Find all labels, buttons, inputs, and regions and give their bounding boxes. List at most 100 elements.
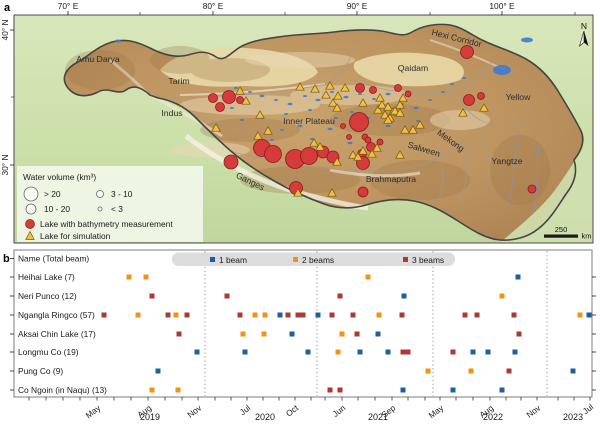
observation-square: [354, 331, 360, 337]
observation-square: [262, 312, 268, 318]
observation-square: [277, 312, 283, 318]
map-y-tick-label: 40° N: [0, 19, 10, 40]
observation-square: [470, 349, 476, 355]
simulation-lake-marker: [358, 146, 368, 155]
bathymetry-lake-marker: [300, 147, 318, 165]
beam-legend-swatch: [210, 257, 215, 262]
volume-class-label: 10 - 20: [44, 204, 70, 214]
observation-square: [401, 293, 407, 299]
lake-blob: [347, 141, 353, 145]
map-y-tick-label: 30° N: [0, 154, 10, 175]
map-x-tick-label: 80° E: [203, 1, 224, 11]
north-arrow-right-icon: [584, 31, 589, 46]
year-label: 2023: [563, 412, 583, 422]
beam-legend-label: 1 beam: [219, 255, 247, 265]
lake-blob: [308, 109, 312, 111]
region-label: Yellow: [506, 92, 532, 102]
map-legend-size-classes: > 20 10 - 20 3 - 10 < 3: [23, 186, 133, 215]
lake-blob: [343, 95, 349, 99]
observation-square: [450, 387, 456, 393]
bathymetry-lake-marker: [346, 134, 352, 140]
observation-square: [329, 312, 335, 318]
simulation-lake-marker: [358, 98, 368, 107]
observation-square: [512, 349, 518, 355]
lake-blob: [385, 124, 391, 128]
lake-blob: [259, 94, 265, 98]
lake-blob: [284, 113, 288, 115]
region-label: Amu Darya: [76, 54, 120, 64]
observation-square: [101, 312, 107, 318]
simulation-lake-marker: [383, 102, 393, 111]
map-frame: [13, 14, 594, 244]
scale-bar-unit: km: [582, 232, 592, 241]
simulation-lake-marker: [310, 84, 320, 93]
simulation-lake-marker: [380, 110, 390, 119]
year-label: 2021: [368, 412, 388, 422]
observation-square: [337, 293, 343, 299]
panel-b-label: b: [3, 253, 10, 265]
bathymetry-lake-marker: [208, 93, 218, 103]
timeline-frame: [13, 249, 593, 398]
simulation-lake-marker: [321, 90, 331, 99]
volume-class-icon: [23, 186, 39, 202]
observation-square: [237, 312, 243, 318]
observation-square: [252, 312, 258, 318]
observation-square: [450, 349, 456, 355]
observation-square: [327, 387, 333, 393]
lake-blob: [358, 93, 362, 95]
lake-blob: [350, 111, 354, 113]
observation-square: [506, 368, 512, 374]
lake-blob: [372, 98, 376, 100]
bathymetry-legend-icon: [25, 219, 35, 229]
observation-square: [184, 312, 190, 318]
lake-blob: [450, 83, 454, 85]
lake-blob: [303, 95, 307, 97]
lake-blob: [234, 86, 238, 90]
simulation-lake-marker: [253, 131, 263, 140]
simulation-lake-marker: [211, 123, 221, 132]
lake-blob: [115, 39, 121, 43]
simulation-lake-marker: [255, 110, 265, 119]
simulation-lake-marker: [348, 150, 358, 159]
observation-square: [385, 349, 391, 355]
bathymetry-lake-marker: [364, 136, 372, 144]
observation-square: [194, 349, 200, 355]
volume-class-label: > 20: [44, 189, 61, 199]
bathymetry-lake-marker: [222, 90, 236, 104]
simulation-lake-marker: [373, 105, 383, 114]
lake-blob: [385, 92, 391, 96]
bathymetry-lake-marker: [340, 123, 346, 129]
terrain-shadows: [65, 46, 550, 205]
simulation-lake-marker: [293, 188, 303, 197]
lake-row-label: Neri Punco (12): [18, 291, 77, 301]
lake-blob: [327, 127, 333, 131]
scale-bar-value: 250: [555, 225, 568, 234]
southeast-lowland: [500, 140, 593, 243]
year-label: 2019: [140, 412, 160, 422]
simulation-lake-marker: [479, 103, 489, 112]
volume-class-icon: [25, 203, 37, 215]
observation-points: [101, 274, 592, 393]
observation-square: [425, 368, 431, 374]
north-arrow-left-icon: [578, 30, 585, 47]
observation-square: [149, 293, 155, 299]
beam-legend-swatch: [403, 257, 408, 262]
qaidam-basin: [353, 52, 464, 87]
lake-blob: [310, 138, 314, 140]
map-legend-box: [17, 166, 203, 242]
region-label: Indus: [161, 108, 183, 118]
observation-square: [165, 312, 171, 318]
observation-square: [261, 331, 267, 337]
region-label: Inner Plateau: [283, 116, 335, 126]
observation-square: [375, 331, 381, 337]
lake-blob: [270, 139, 274, 141]
scale-bar-rect: [544, 234, 578, 238]
bathymetry-lake-marker: [369, 86, 377, 94]
beam-legend-label: 2 beams: [302, 255, 334, 265]
region-label: Brahmaputra: [366, 174, 416, 184]
volume-class-icon: [97, 206, 103, 212]
observation-square: [511, 312, 517, 318]
row-header: Name (Total beam): [18, 254, 89, 264]
bathymetry-lake-markers: [208, 45, 537, 198]
